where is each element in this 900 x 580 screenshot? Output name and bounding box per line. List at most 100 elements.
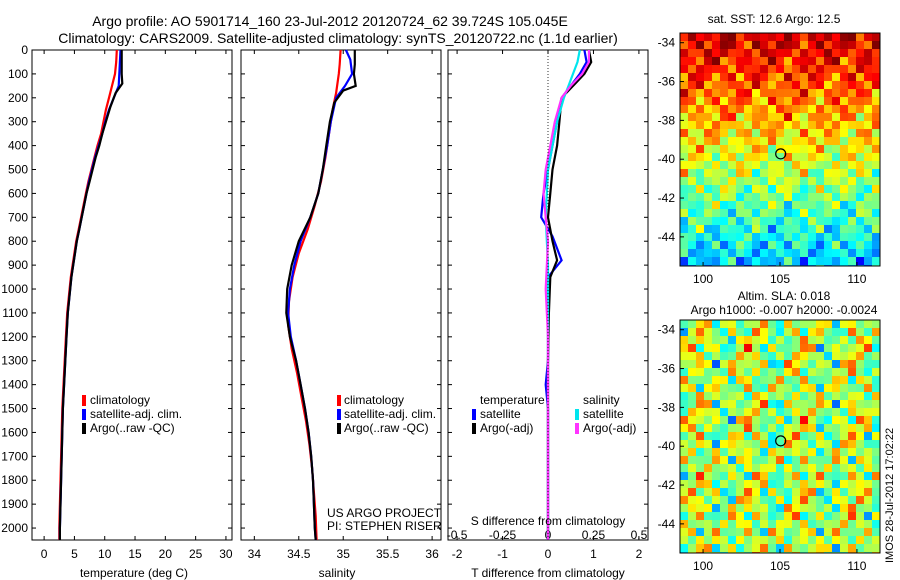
heatmap-cell xyxy=(776,201,784,209)
heatmap-cell xyxy=(688,193,696,201)
heatmap-cell xyxy=(736,257,744,265)
heatmap-cell xyxy=(808,145,816,153)
heatmap-cell xyxy=(816,105,824,113)
heatmap-cell xyxy=(864,432,872,440)
heatmap-cell xyxy=(792,225,800,233)
heatmap-cell xyxy=(856,193,864,201)
imos-timestamp: IMOS 28-Jul-2012 17:02:22 xyxy=(884,428,896,563)
heatmap-cell xyxy=(848,344,856,352)
heatmap-cell xyxy=(824,488,832,496)
heatmap-cell xyxy=(848,352,856,360)
heatmap-cell xyxy=(760,153,768,161)
heatmap-cell xyxy=(760,209,768,217)
heatmap-cell xyxy=(848,376,856,384)
heatmap-cell xyxy=(744,97,752,105)
heatmap-cell xyxy=(688,456,696,464)
heatmap-cell xyxy=(808,225,816,233)
heatmap-cell xyxy=(704,249,712,257)
heatmap-cell xyxy=(736,488,744,496)
heatmap-cell xyxy=(840,57,848,65)
heatmap-cell xyxy=(816,41,824,49)
heatmap-cell xyxy=(768,352,776,360)
heatmap-cell xyxy=(832,153,840,161)
heatmap-cell xyxy=(736,368,744,376)
heatmap-cell xyxy=(768,209,776,217)
heatmap-cell xyxy=(752,161,760,169)
heatmap-cell xyxy=(864,81,872,89)
heatmap-cell xyxy=(728,257,736,265)
heatmap-cell xyxy=(696,336,704,344)
heatmap-cell xyxy=(784,456,792,464)
heatmap-cell xyxy=(872,512,880,520)
heatmap-cell xyxy=(760,328,768,336)
heatmap-cell xyxy=(728,97,736,105)
heatmap-cell xyxy=(736,97,744,105)
heatmap-cell xyxy=(760,89,768,97)
heatmap-cell xyxy=(752,376,760,384)
heatmap-cell xyxy=(840,408,848,416)
heatmap-cell xyxy=(720,512,728,520)
heatmap-cell xyxy=(832,161,840,169)
heatmap-cell xyxy=(856,241,864,249)
heatmap-cell xyxy=(760,225,768,233)
heatmap-cell xyxy=(688,528,696,536)
heatmap-cell xyxy=(808,416,816,424)
heatmap-cell xyxy=(680,448,688,456)
heatmap-cell xyxy=(840,504,848,512)
heatmap-cell xyxy=(680,65,688,73)
heatmap-cell xyxy=(872,472,880,480)
heatmap-cell xyxy=(800,472,808,480)
heatmap-cell xyxy=(800,432,808,440)
heatmap-cell xyxy=(864,73,872,81)
heatmap-cell xyxy=(808,488,816,496)
heatmap-cell xyxy=(808,177,816,185)
sla-heatmap xyxy=(680,320,880,553)
heatmap-cell xyxy=(736,392,744,400)
heatmap-cell xyxy=(856,33,864,41)
heatmap-cell xyxy=(680,384,688,392)
heatmap-cell xyxy=(768,504,776,512)
heatmap-cell xyxy=(792,336,800,344)
heatmap-cell xyxy=(744,49,752,57)
heatmap-cell xyxy=(704,233,712,241)
heatmap-cell xyxy=(808,384,816,392)
heatmap-cell xyxy=(736,201,744,209)
heatmap-cell xyxy=(760,97,768,105)
heatmap-cell xyxy=(864,33,872,41)
heatmap-cell xyxy=(704,57,712,65)
heatmap-cell xyxy=(720,400,728,408)
heatmap-cell xyxy=(712,320,720,328)
heatmap-cell xyxy=(696,233,704,241)
heatmap-cell xyxy=(856,81,864,89)
heatmap-cell xyxy=(816,33,824,41)
heatmap-cell xyxy=(848,113,856,121)
heatmap-cell xyxy=(712,376,720,384)
heatmap-cell xyxy=(840,225,848,233)
heatmap-cell xyxy=(720,488,728,496)
heatmap-cell xyxy=(800,384,808,392)
heatmap-cell xyxy=(816,336,824,344)
heatmap-cell xyxy=(752,153,760,161)
heatmap-cell xyxy=(784,344,792,352)
heatmap-cell xyxy=(792,193,800,201)
heatmap-cell xyxy=(832,392,840,400)
heatmap-cell xyxy=(816,368,824,376)
heatmap-cell xyxy=(840,153,848,161)
heatmap-cell xyxy=(688,169,696,177)
heatmap-cell xyxy=(744,328,752,336)
heatmap-cell xyxy=(824,177,832,185)
heatmap-cell xyxy=(728,249,736,257)
heatmap-cell xyxy=(760,65,768,73)
heatmap-cell xyxy=(872,121,880,129)
heatmap-cell xyxy=(848,129,856,137)
heatmap-cell xyxy=(680,512,688,520)
heatmap-cell xyxy=(816,512,824,520)
heatmap-cell xyxy=(816,456,824,464)
heatmap-cell xyxy=(800,113,808,121)
heatmap-cell xyxy=(808,432,816,440)
heatmap-cell xyxy=(848,400,856,408)
heatmap-cell xyxy=(744,57,752,65)
heatmap-cell xyxy=(744,217,752,225)
heatmap-cell xyxy=(792,241,800,249)
heatmap-cell xyxy=(696,352,704,360)
